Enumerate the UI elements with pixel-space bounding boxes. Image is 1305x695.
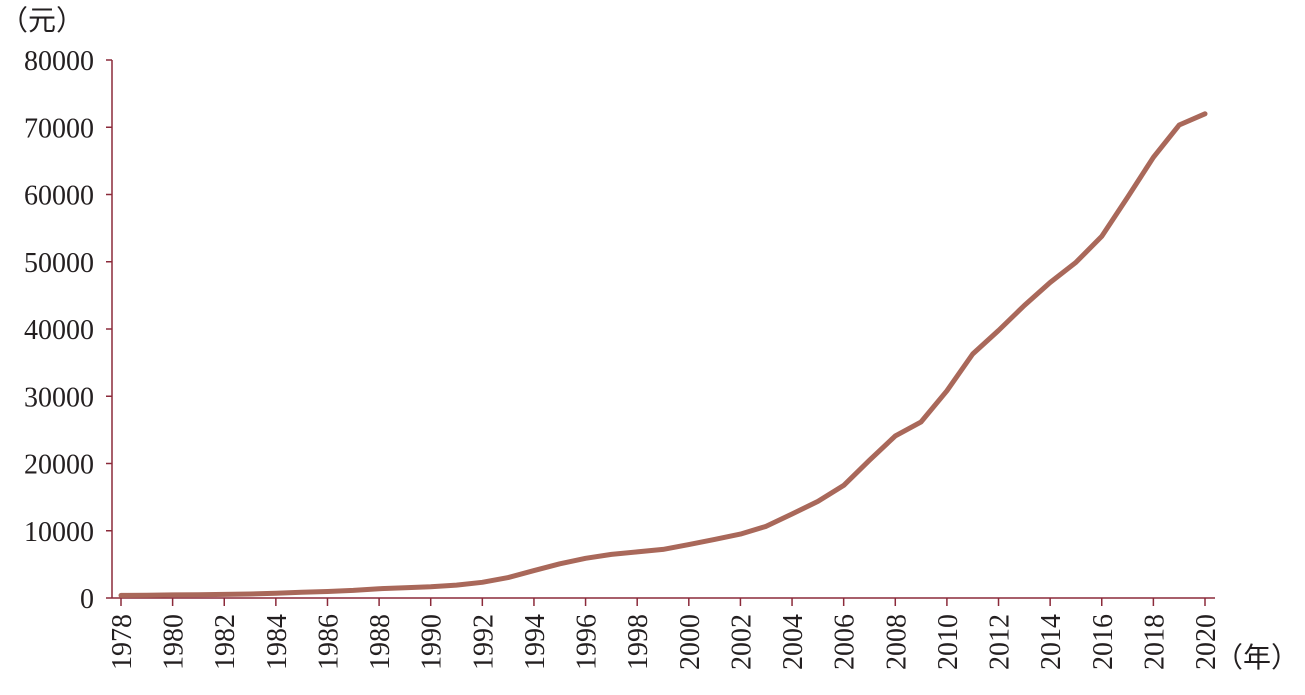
x-tick-label: 1988: [365, 614, 396, 670]
x-tick-label: 1996: [572, 614, 603, 670]
x-tick-label: 2014: [1036, 614, 1067, 670]
x-tick-label: 2008: [881, 614, 912, 670]
x-tick-label: 1998: [623, 614, 654, 670]
y-tick-label: 0: [80, 584, 94, 615]
x-tick-label: 2000: [675, 614, 706, 670]
x-tick-label: 1978: [107, 614, 138, 670]
x-tick-label: 2020: [1191, 614, 1222, 670]
y-tick-label: 30000: [24, 382, 94, 413]
x-tick-label: 1994: [520, 614, 551, 670]
x-axis-unit-label: （年）: [1215, 641, 1299, 674]
y-axis: 0 10000 20000 30000 40000 50000 60000 70000 8000…: [24, 46, 113, 615]
y-tick-label: 10000: [24, 517, 94, 548]
y-tick-label: 60000: [24, 181, 94, 212]
x-tick-label: 2006: [830, 614, 861, 670]
x-tick-label: 2018: [1139, 614, 1170, 670]
x-tick-label: 1980: [159, 614, 190, 670]
x-tick-label: 2016: [1088, 614, 1119, 670]
y-tick-label: 20000: [24, 450, 94, 481]
y-tick-label: 40000: [24, 315, 94, 346]
x-tick-label: 2002: [726, 614, 757, 670]
x-tick-label: 2010: [933, 614, 964, 670]
x-axis: 1978 1980 1982 1984 1986 1988 1990 1992 1994 1996…: [107, 597, 1222, 670]
x-tick-label: 1984: [262, 614, 293, 670]
y-tick-label: 80000: [24, 46, 94, 77]
x-tick-label: 1986: [313, 614, 344, 670]
series-layer: [118, 111, 1208, 598]
y-tick-label: 50000: [24, 248, 94, 279]
y-tick-label: 70000: [24, 113, 94, 144]
x-tick-label: 1990: [417, 614, 448, 670]
x-tick-label: 2012: [985, 614, 1016, 670]
y-axis-unit-label: （元）: [0, 4, 84, 37]
series-line: [118, 111, 1208, 598]
x-tick-label: 2004: [778, 614, 809, 670]
x-tick-label: 1982: [210, 614, 241, 670]
x-tick-label: 1992: [468, 614, 499, 670]
